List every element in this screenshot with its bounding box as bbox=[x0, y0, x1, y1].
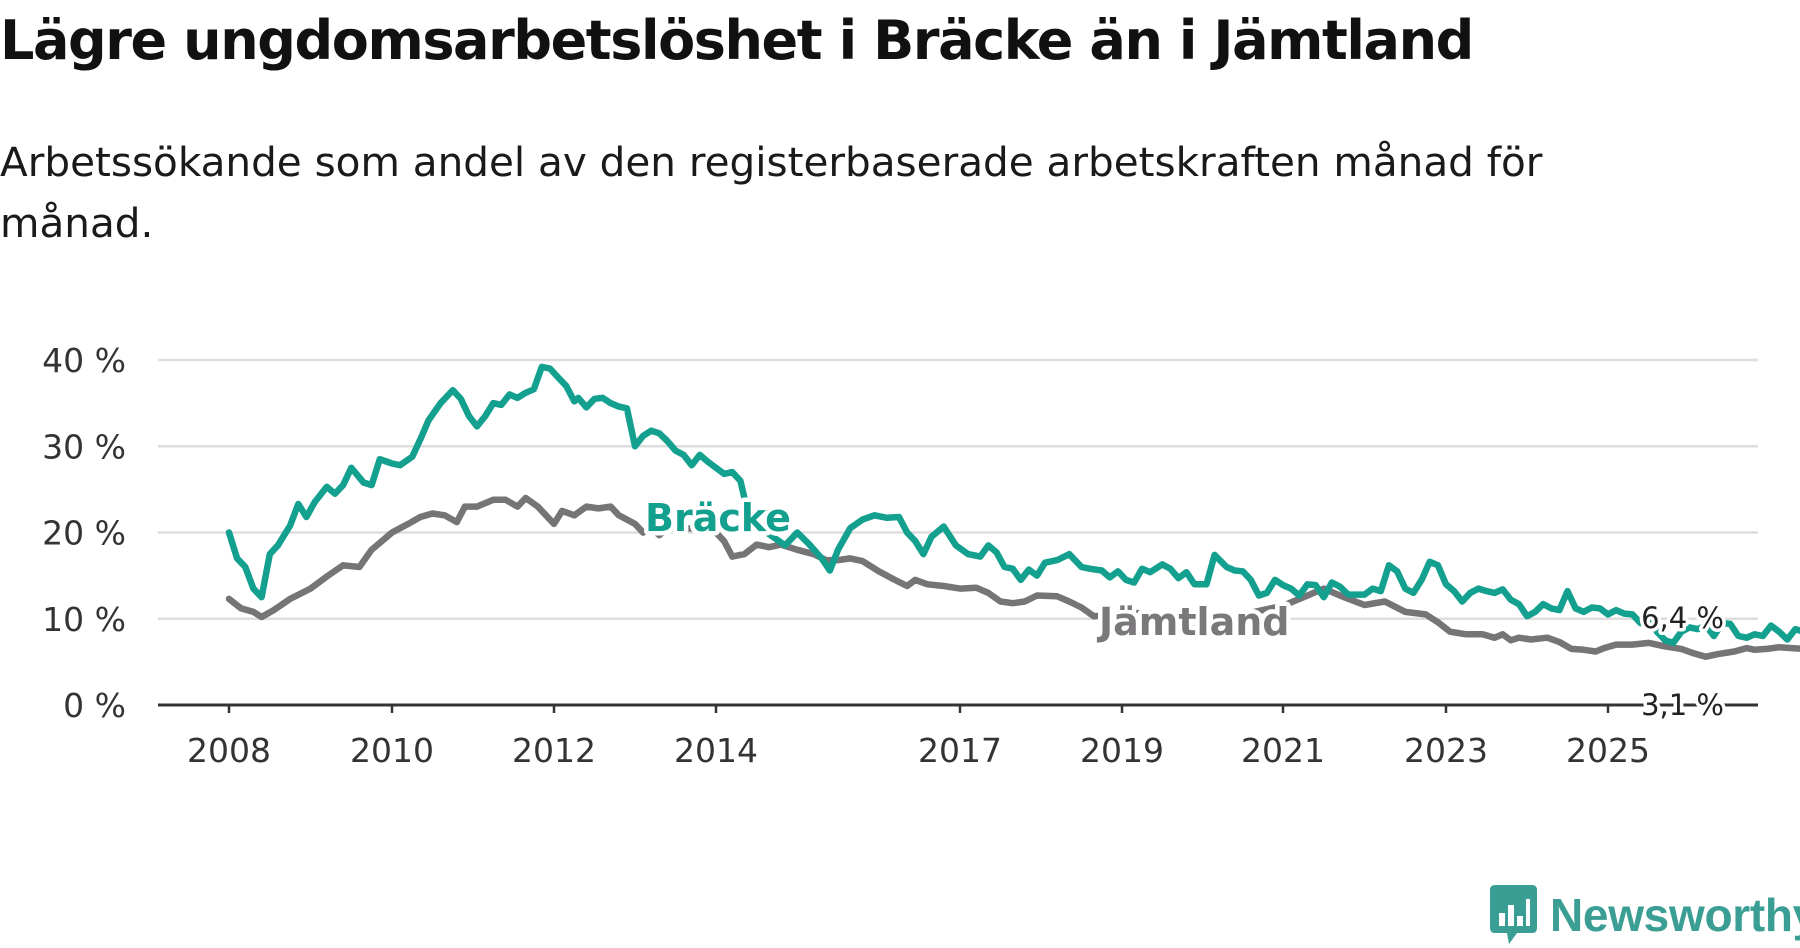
y-axis-tick-labels: 0 % 10 % 20 % 30 % 40 % bbox=[42, 341, 126, 725]
series-lines bbox=[225, 363, 1800, 660]
chart-title: Lägre ungdomsarbetslöshet i Bräcke än i … bbox=[0, 9, 1474, 72]
end-label-bracke: 3,1 % bbox=[1641, 688, 1724, 722]
y-tick-label-0: 0 % bbox=[63, 686, 126, 725]
x-tick-label-2019: 2019 bbox=[1080, 731, 1164, 770]
x-tick-label-2014: 2014 bbox=[674, 731, 758, 770]
newsworthy-logo: Newsworthy bbox=[1490, 885, 1800, 945]
x-tick-label-2017: 2017 bbox=[918, 731, 1002, 770]
x-tick-label-2012: 2012 bbox=[512, 731, 596, 770]
x-tick-label-2025: 2025 bbox=[1566, 731, 1650, 770]
y-tick-label-10: 10 % bbox=[42, 600, 126, 639]
x-tick-label-2023: 2023 bbox=[1404, 731, 1488, 770]
x-tick-label-2021: 2021 bbox=[1241, 731, 1325, 770]
x-tick-label-2010: 2010 bbox=[350, 731, 434, 770]
y-tick-label-30: 30 % bbox=[42, 427, 126, 466]
brand-name: Newsworthy bbox=[1550, 889, 1800, 941]
series-labels: Bräcke Jämtland bbox=[641, 492, 1294, 649]
x-axis: 2008 2010 2012 2014 2017 2019 2021 2023 2025 bbox=[158, 703, 1758, 770]
end-label-jamtland: 6,4 % bbox=[1641, 601, 1724, 635]
series-line-jamtland bbox=[225, 494, 1800, 660]
series-label-bracke: Bräcke bbox=[645, 496, 791, 540]
series-label-jamtland: Jämtland bbox=[1096, 600, 1289, 644]
x-tick-label-2008: 2008 bbox=[187, 731, 271, 770]
end-value-labels: 6,4 % 3,1 % bbox=[1638, 598, 1728, 726]
chart-subtitle: Arbetssökande som andel av den registerb… bbox=[0, 138, 1543, 247]
newsworthy-logo-icon bbox=[1490, 885, 1537, 944]
y-tick-label-20: 20 % bbox=[42, 514, 126, 553]
y-tick-label-40: 40 % bbox=[42, 341, 126, 380]
gridlines bbox=[158, 358, 1758, 620]
series-line-bracke bbox=[225, 363, 1800, 647]
